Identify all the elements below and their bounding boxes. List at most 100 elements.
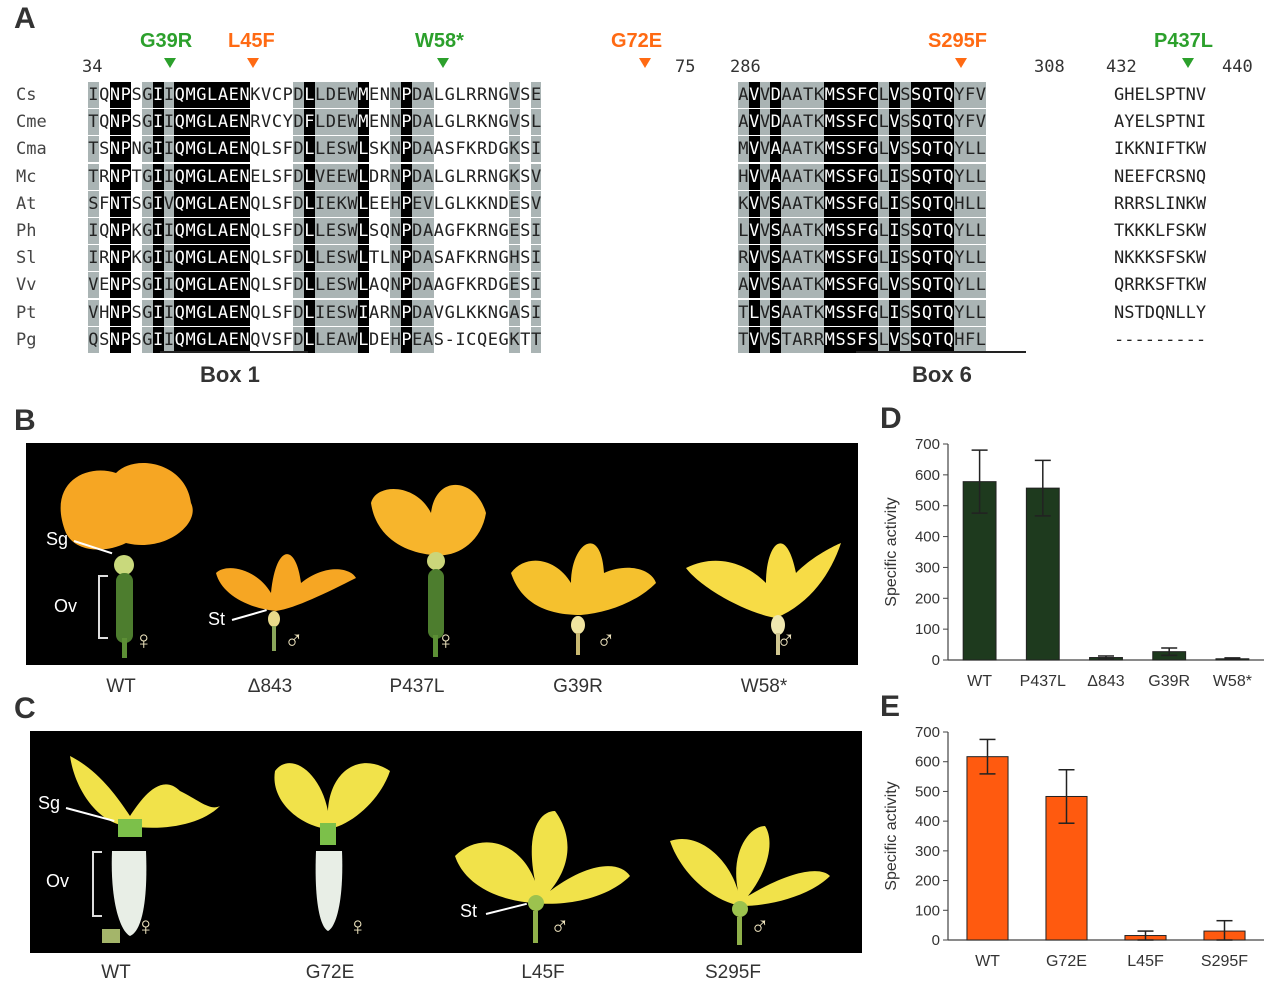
sequence-c-terminal-row: RRRSLINKW — [1114, 193, 1207, 214]
position-432: 432 — [1106, 57, 1137, 77]
chart-e-y-axis-label: Specific activity — [883, 781, 900, 890]
sex-symbol-b-2: ♀ — [436, 625, 456, 655]
position-308: 308 — [1034, 57, 1065, 77]
sequence-c-terminal-row: NKKKSFSKW — [1114, 248, 1207, 269]
caption-c-l45f: L45F — [521, 962, 565, 983]
mutation-marker-2 — [437, 58, 449, 68]
chart-e-category-label: WT — [975, 953, 1000, 970]
chart-d-category-label: P437L — [1020, 673, 1066, 690]
panel-label-a: A — [14, 2, 36, 35]
chart-d-y-tick-label: 300 — [915, 559, 940, 576]
position-75: 75 — [675, 57, 696, 77]
chart-e: 0 100 200 300 400 500 600 700 Specific activity W… — [883, 724, 1264, 970]
ovary-bracket-c — [92, 851, 102, 917]
species-label: Vv — [16, 275, 37, 296]
species-label: Ph — [16, 221, 37, 241]
label-stigma-b: Sg — [46, 529, 69, 549]
ovary-bracket-b — [98, 575, 108, 639]
sequence-c-terminal-row: NSTDQNLLY — [1114, 302, 1207, 323]
chart-e-y-tick-label: 400 — [915, 813, 940, 830]
label-stamen-c: St — [460, 901, 478, 921]
flower-photo-b: Sg Ov St ♀ ♂ ♀ ♂ ♂ — [26, 443, 858, 665]
chart-d-y-tick-label: 500 — [915, 498, 940, 515]
sex-symbol-b-0: ♀ — [134, 625, 154, 655]
mutation-marker-3 — [639, 58, 651, 68]
chart-d-y-tick-label: 700 — [915, 436, 940, 453]
sex-symbol-c-2: ♂ — [550, 911, 570, 941]
position-34: 34 — [82, 57, 103, 77]
chart-d-category-label: Δ843 — [1087, 673, 1124, 690]
chart-d: 0 100 200 300 400 500 600 700 Specific activity W… — [883, 436, 1264, 690]
flower-c-wt — [70, 756, 220, 943]
sequence-c-terminal-row: AYELSPTNI — [1114, 112, 1207, 133]
sequence-c-terminal-row: GHELSPTNV — [1114, 85, 1207, 105]
chart-e-category-label: G72E — [1046, 953, 1087, 970]
sex-symbol-b-1: ♂ — [284, 625, 304, 655]
position-440: 440 — [1222, 57, 1253, 77]
mutation-marker-1 — [247, 58, 259, 68]
box1-underline — [160, 351, 308, 353]
label-stigma-c: Sg — [38, 793, 61, 813]
chart-e-bar — [966, 756, 1009, 941]
label-ovary-b: Ov — [54, 596, 78, 616]
flower-c-l45f — [455, 811, 630, 943]
flower-illustration-b — [60, 463, 841, 658]
chart-d-category-label: W58* — [1213, 673, 1252, 690]
label-stamen-b: St — [208, 609, 226, 629]
position-286: 286 — [730, 57, 761, 77]
species-label: Mc — [16, 166, 37, 187]
caption-b-p437l: P437L — [389, 676, 445, 697]
caption-c-g72e: G72E — [305, 962, 355, 983]
chart-d-y-tick-label: 400 — [915, 529, 940, 546]
species-label: Pt — [16, 302, 37, 323]
caption-b-w58: W58* — [740, 676, 788, 697]
chart-d-bar — [1025, 487, 1060, 661]
flower-b-wt — [60, 463, 193, 658]
box6-underline — [856, 351, 1026, 353]
sex-symbol-b-3: ♂ — [596, 625, 616, 655]
species-label: Sl — [16, 248, 37, 269]
label-ovary-c: Ov — [46, 871, 70, 891]
panel-label-b: B — [14, 404, 36, 437]
caption-b-wt: WT — [106, 676, 136, 697]
mutation-label-0: G39R — [140, 30, 193, 52]
species-label: Cs — [16, 85, 37, 105]
flower-b-delta843 — [216, 554, 356, 651]
chart-e-y-tick-label: 200 — [915, 873, 940, 890]
species-label: Pg — [16, 329, 37, 350]
flower-b-p437l — [371, 484, 486, 657]
panel-label-c: C — [14, 692, 36, 725]
chart-d-category-label: WT — [967, 673, 992, 690]
species-label: Cma — [16, 139, 47, 160]
chart-d-y-axis-label: Specific activity — [883, 497, 900, 606]
panel-label-d: D — [880, 402, 902, 435]
chart-e-y-tick-label: 500 — [915, 783, 940, 800]
sequence-c-terminal-row: --------- — [1114, 329, 1207, 350]
chart-e-y-tick-label: 700 — [915, 724, 940, 741]
caption-c-wt: WT — [101, 962, 131, 983]
sex-symbol-c-0: ♀ — [136, 911, 156, 941]
sequence-c-terminal-row: TKKKLFSKW — [1114, 221, 1207, 241]
chart-d-category-label: G39R — [1148, 673, 1190, 690]
species-label: At — [16, 193, 37, 214]
box1-label: Box 1 — [200, 362, 260, 387]
box6-label: Box 6 — [912, 362, 972, 387]
mutation-marker-4 — [955, 58, 967, 68]
